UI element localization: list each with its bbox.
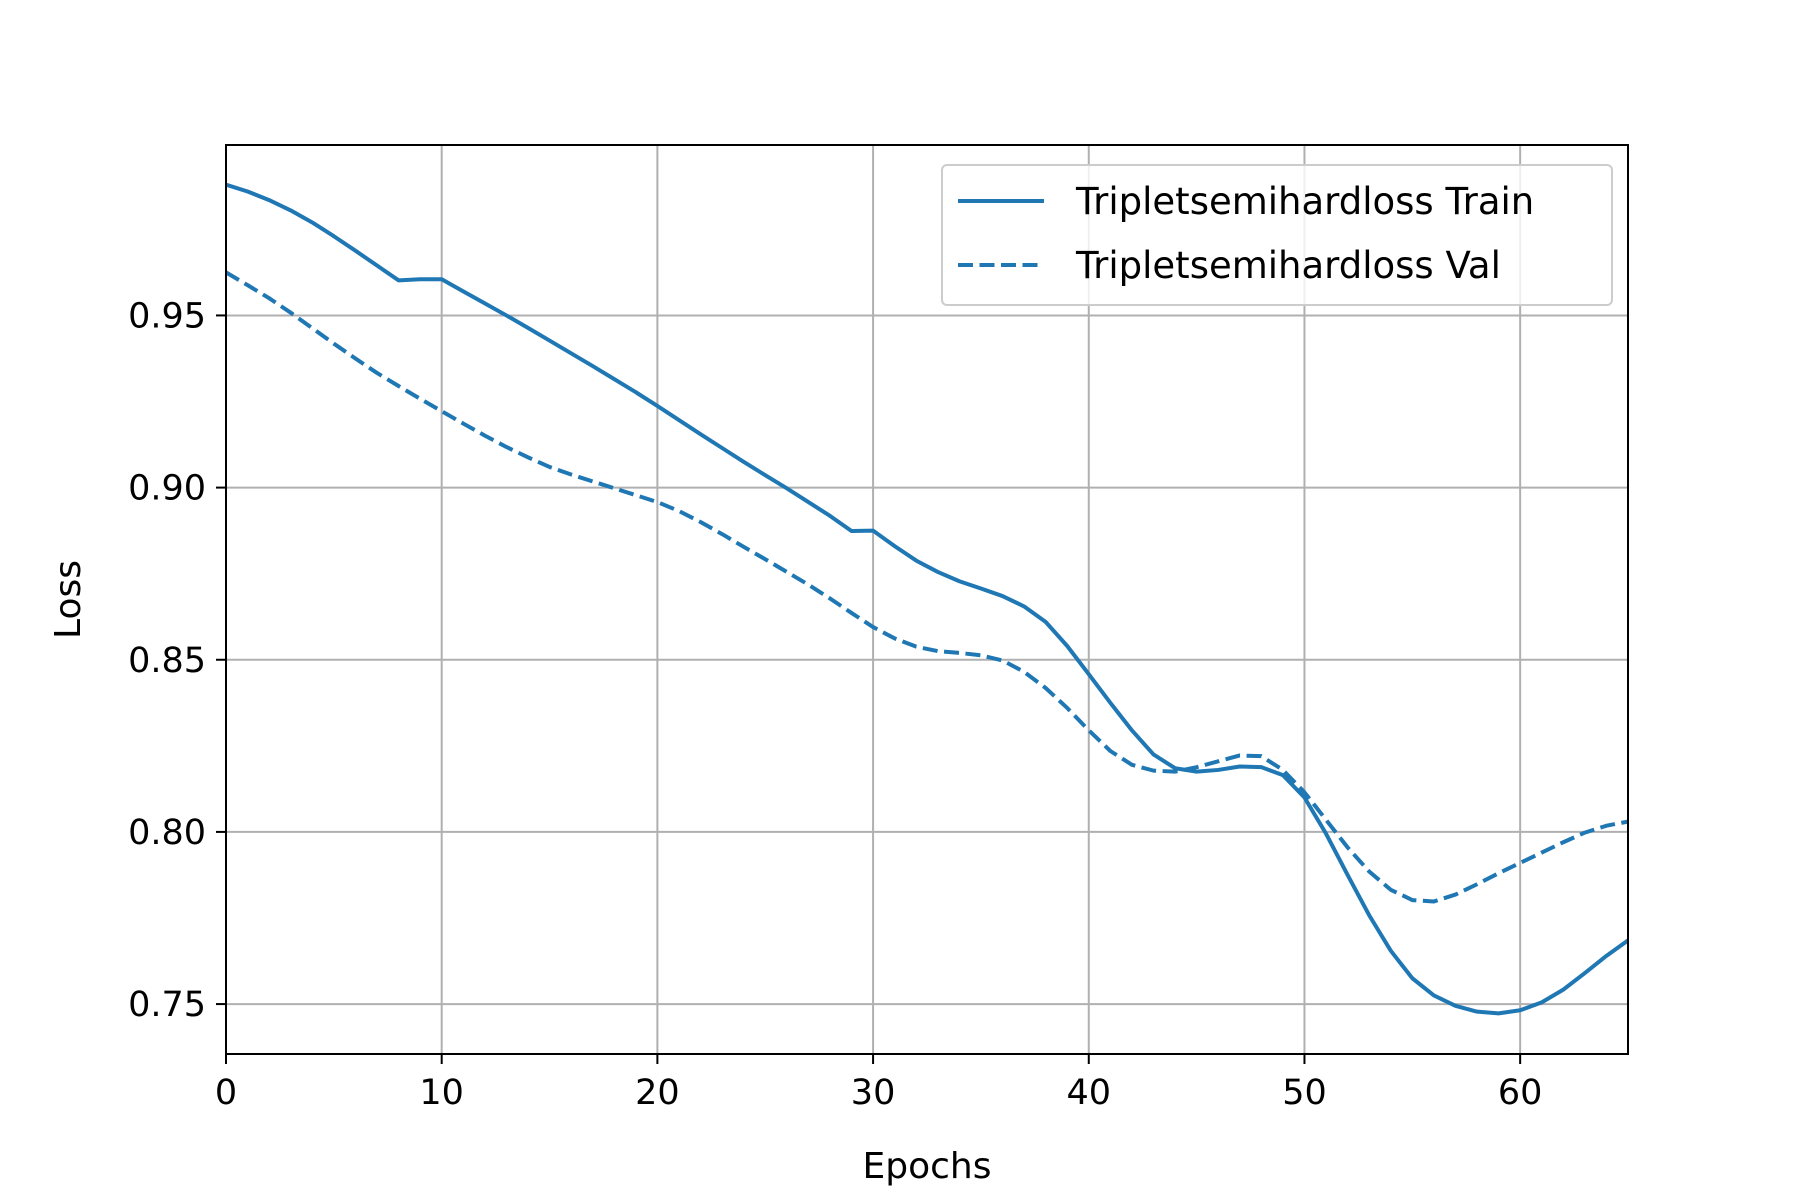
legend: Tripletsemihardloss Train Tripletsemihar…: [941, 164, 1613, 306]
legend-box: [941, 164, 1613, 306]
series-layer: [226, 182, 1628, 1016]
x-tick-label: 40: [1066, 1073, 1111, 1113]
y-tick-label: 0.90: [128, 469, 206, 509]
x-tick-label: 0: [215, 1073, 237, 1113]
y-axis-title: Loss: [48, 560, 89, 639]
series-line-train: [226, 182, 1628, 1016]
x-axis-title: Epochs: [863, 1146, 992, 1187]
x-tick-label: 60: [1498, 1073, 1543, 1113]
x-tick-label: 30: [851, 1073, 896, 1113]
grid: [225, 145, 1628, 1054]
x-tick-label: 10: [419, 1073, 464, 1113]
series-line-val: [226, 270, 1628, 904]
y-tick-label: 0.80: [128, 813, 206, 853]
legend-label-val: Tripletsemihardloss Val: [1075, 244, 1501, 287]
ticks: 0 10 20 30 40 50 60 0.75 0.80 0.85 0.90 0.95: [128, 296, 1542, 1113]
y-tick-label: 0.75: [128, 985, 206, 1025]
x-tick-label: 20: [635, 1073, 680, 1113]
legend-label-train: Tripletsemihardloss Train: [1075, 180, 1534, 223]
plot-frame: [225, 144, 1629, 1055]
y-tick-label: 0.95: [128, 296, 206, 336]
y-tick-label: 0.85: [128, 641, 206, 681]
x-tick-label: 50: [1282, 1073, 1327, 1113]
